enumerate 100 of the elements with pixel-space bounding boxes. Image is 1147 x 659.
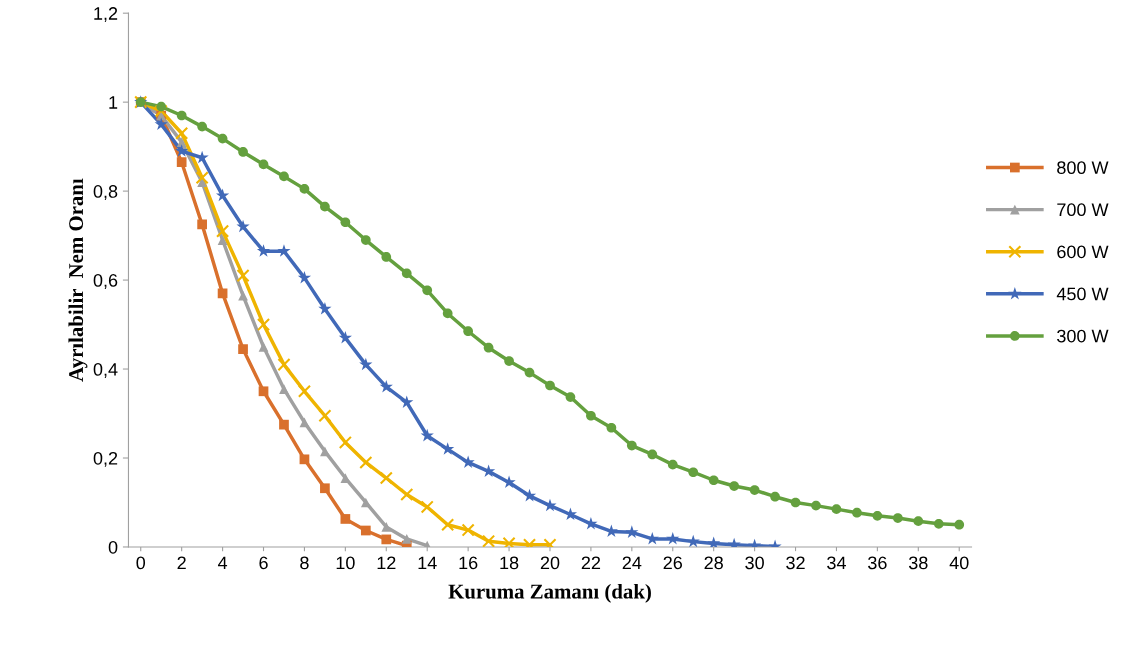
point	[154, 117, 168, 130]
point	[606, 422, 617, 433]
point	[401, 534, 412, 544]
x-tick-label: 38	[908, 556, 928, 570]
point	[359, 357, 373, 371]
x-tick-label: 12	[377, 556, 396, 570]
point	[217, 235, 228, 245]
point	[340, 514, 351, 524]
point	[954, 519, 965, 530]
point	[647, 449, 658, 460]
x-tick-label: 6	[259, 556, 268, 570]
point	[933, 518, 944, 529]
y-tick-label: 0,6	[93, 274, 118, 289]
point	[176, 110, 187, 121]
point	[524, 367, 535, 378]
point	[175, 126, 189, 140]
point	[277, 358, 291, 372]
point	[543, 498, 557, 512]
point	[379, 379, 393, 393]
point	[584, 516, 598, 530]
point	[400, 487, 414, 502]
point	[666, 532, 680, 545]
point	[625, 525, 639, 538]
point	[215, 224, 230, 238]
point	[176, 137, 187, 148]
point	[238, 290, 248, 301]
point	[297, 384, 312, 398]
point	[420, 500, 434, 514]
point	[258, 341, 269, 352]
point	[297, 270, 312, 284]
legend-label: 800 W	[1057, 161, 1109, 175]
legend-label: 700 W	[1057, 203, 1109, 217]
y-tick-label: 0,4	[93, 362, 118, 378]
point	[831, 504, 842, 515]
point	[156, 101, 167, 112]
x-tick-label: 24	[622, 556, 642, 570]
point	[338, 435, 352, 450]
legend-label: 600 W	[1057, 245, 1109, 259]
point	[502, 536, 516, 547]
point	[626, 440, 637, 451]
x-tick-label: 14	[418, 556, 437, 570]
point	[258, 159, 269, 170]
x-tick-label: 40	[949, 556, 969, 570]
point	[175, 144, 189, 157]
point	[811, 500, 821, 511]
point	[154, 104, 168, 118]
point	[892, 513, 903, 523]
x-axis-title: Kuruma Zamanı (dak)	[448, 583, 651, 603]
point	[482, 534, 496, 547]
point	[318, 409, 332, 423]
point	[502, 475, 516, 489]
x-tick-label: 28	[704, 556, 723, 570]
point	[482, 464, 496, 477]
x-tick-label: 16	[459, 556, 478, 570]
x-tick-label: 36	[868, 556, 887, 570]
point	[729, 481, 740, 491]
point	[299, 417, 310, 428]
point	[545, 380, 555, 391]
x-tick-label: 30	[745, 556, 764, 570]
point	[872, 510, 883, 521]
point	[400, 395, 414, 409]
point	[522, 488, 537, 502]
point	[360, 525, 371, 536]
point	[688, 467, 699, 478]
point	[320, 201, 330, 212]
x-tick-label: 34	[827, 556, 846, 570]
point	[707, 536, 721, 547]
point	[340, 217, 351, 228]
point	[238, 344, 248, 354]
point	[381, 534, 392, 545]
point	[279, 384, 289, 394]
point	[401, 268, 412, 279]
point	[463, 326, 473, 337]
point	[236, 219, 250, 233]
x-tick-label: 32	[786, 556, 805, 570]
x-tick-label: 10	[336, 556, 355, 570]
point	[565, 392, 576, 402]
point	[708, 475, 719, 486]
x-tick-label: 26	[663, 556, 683, 570]
point	[441, 518, 455, 532]
x-tick-label: 2	[177, 556, 186, 570]
point	[770, 491, 780, 502]
point	[299, 454, 310, 465]
point	[320, 446, 330, 457]
point	[338, 330, 352, 344]
point	[442, 308, 453, 319]
point	[686, 534, 700, 547]
point	[749, 485, 760, 495]
y-tick-label: 0	[108, 540, 118, 554]
point	[381, 522, 392, 532]
point	[420, 428, 434, 442]
y-tick-label: 0,8	[93, 185, 118, 200]
point	[279, 171, 289, 182]
point	[236, 269, 250, 283]
y-tick-label: 1	[109, 96, 118, 109]
x-tick-label: 20	[540, 556, 560, 570]
point	[197, 121, 207, 132]
point	[279, 419, 289, 430]
point	[256, 317, 271, 332]
point	[504, 356, 514, 366]
